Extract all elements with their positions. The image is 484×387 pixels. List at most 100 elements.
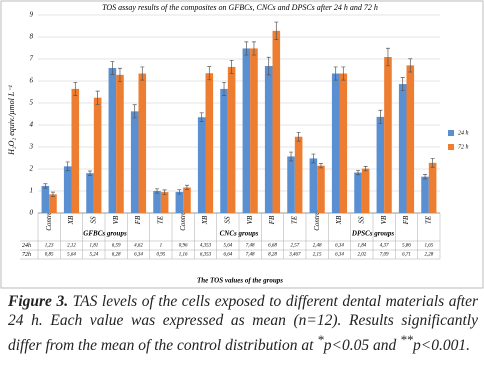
table-cell: 7,48 — [246, 253, 255, 258]
table-cell: 6,34 — [134, 253, 143, 258]
bar — [183, 187, 191, 213]
table-cell: 6,59 — [112, 244, 121, 249]
bar — [63, 166, 72, 213]
table-cell: 1 — [160, 244, 163, 249]
group-label: GFBCs groups — [83, 230, 127, 238]
bar — [116, 74, 124, 213]
table-cell: 1,16 — [179, 253, 188, 258]
x-axis-label: The TOS values of the groups — [197, 277, 283, 285]
legend-label: 24 h — [458, 129, 469, 136]
caption-mark: * — [317, 332, 324, 347]
error-bar — [222, 81, 227, 96]
caption-mark: ** — [400, 332, 413, 347]
y-tick-label: 9 — [30, 11, 34, 19]
bar — [49, 194, 57, 213]
table-cell: 2,48 — [313, 244, 322, 249]
table-cell: 0,96 — [179, 244, 188, 249]
error-bar — [274, 21, 279, 40]
table-cell: 4,37 — [380, 244, 389, 249]
bar — [287, 156, 295, 213]
caption: Figure 3. TAS levels of the cells expose… — [8, 292, 478, 355]
bar — [130, 111, 139, 213]
table-cell: 1,23 — [45, 244, 54, 249]
error-bar — [400, 77, 405, 92]
table-cell: 5,64 — [67, 253, 76, 258]
x-tick-label: FB — [268, 215, 276, 225]
x-tick-label: Control — [45, 209, 53, 231]
x-tick-label: XB — [201, 215, 209, 225]
y-tick-label: 7 — [30, 55, 34, 63]
table-row-label: 24h — [22, 242, 31, 249]
caption-text: p<0.05 and — [323, 337, 401, 355]
error-bar — [117, 67, 122, 82]
table-row-label: 72h — [22, 252, 31, 258]
table-cell: 5,24 — [89, 253, 98, 258]
table-cell: 8,28 — [268, 253, 277, 258]
y-tick-label: 3 — [29, 143, 34, 151]
error-bar — [207, 66, 212, 81]
y-tick-label: 4 — [30, 121, 34, 129]
bar — [428, 162, 437, 213]
caption-text: TAS levels of the cells exposed to diffe… — [8, 293, 478, 355]
error-bar — [50, 191, 55, 197]
table-cell: 1,65 — [424, 244, 433, 249]
error-bar — [385, 47, 390, 67]
x-tick-label: Control — [179, 209, 187, 231]
bar — [376, 116, 385, 213]
error-bar — [251, 41, 256, 56]
table-cell: 2,57 — [290, 244, 299, 249]
table-cell: 2,12 — [67, 244, 76, 249]
x-tick-label: TE — [156, 215, 164, 224]
table-cell: 6,34 — [335, 244, 344, 249]
legend-swatch — [448, 144, 454, 150]
x-tick-label: FB — [402, 215, 410, 225]
table-cell: 2,15 — [313, 253, 322, 258]
bar — [294, 136, 303, 213]
bar — [421, 176, 429, 213]
table-cell: 6,34 — [335, 253, 344, 258]
bar — [175, 191, 184, 213]
error-bar — [311, 153, 316, 164]
legend-label: 72 h — [458, 144, 469, 150]
error-bar — [408, 58, 413, 73]
y-tick-label: 6 — [30, 77, 34, 85]
error-bar — [162, 189, 167, 195]
bar — [197, 117, 206, 213]
table-cell: 1,84 — [357, 244, 366, 249]
table-cell: 6,64 — [223, 253, 232, 258]
error-bar — [423, 174, 428, 180]
table-cell: 4,62 — [134, 244, 143, 249]
error-bar — [95, 90, 100, 105]
bar — [331, 73, 340, 214]
error-bar — [356, 169, 361, 176]
table-cell: 6,353 — [200, 253, 212, 258]
y-tick-label: 0 — [30, 209, 34, 217]
bar — [108, 68, 117, 214]
bar — [406, 65, 415, 213]
table-cell: 5,86 — [402, 244, 411, 249]
bar — [153, 191, 161, 213]
x-tick-label: VB — [380, 215, 388, 224]
bar — [272, 30, 281, 214]
error-bar — [363, 166, 368, 172]
error-bar — [430, 158, 435, 168]
bar — [264, 66, 273, 213]
caption-label: Figure 3. — [8, 293, 69, 310]
legend-swatch — [448, 130, 454, 136]
table-cell: 7,48 — [246, 244, 255, 249]
bar — [339, 73, 348, 214]
bar — [227, 66, 236, 213]
caption-text: p<0.001. — [412, 337, 470, 355]
table-cell: 0,95 — [156, 253, 165, 258]
bar — [242, 48, 251, 213]
bar — [309, 158, 318, 213]
bar — [384, 57, 392, 213]
x-tick-label: SS — [89, 216, 97, 224]
table-cell: 6,68 — [268, 244, 277, 249]
table-cell: 1,81 — [89, 244, 98, 249]
error-bar — [266, 56, 271, 76]
error-bar — [289, 151, 294, 162]
x-tick-label: TE — [290, 215, 298, 224]
x-tick-label: FB — [134, 215, 142, 225]
error-bar — [177, 189, 182, 195]
